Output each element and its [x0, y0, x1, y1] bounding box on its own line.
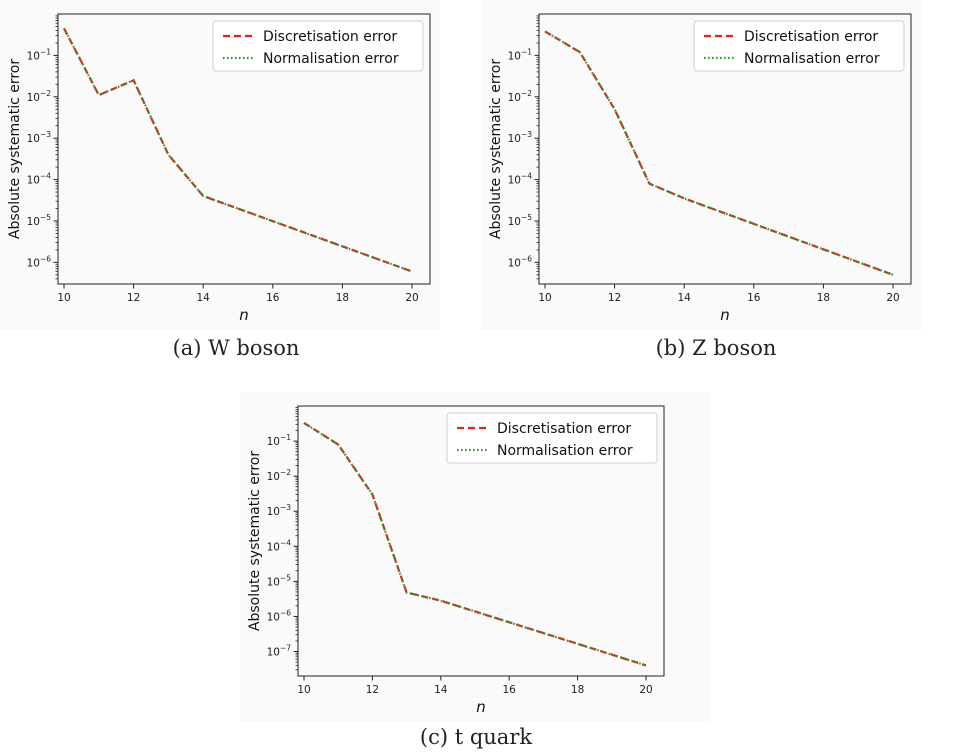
y-tick-label: 10−5: [508, 213, 533, 228]
legend-label: Discretisation error: [744, 29, 878, 45]
y-tick-label: 10−3: [508, 130, 533, 145]
y-tick-label: 10−2: [508, 89, 533, 104]
chart-t-quark: 10−7 10−6 10−5 10−4 10−3 10−2 10−1 10 12 14 16 18 20…: [247, 405, 665, 716]
x-tick-label: 16: [503, 684, 517, 696]
y-tick-label: 10−2: [27, 89, 52, 104]
legend-label: Normalisation error: [744, 51, 880, 67]
legend-box: [693, 20, 905, 72]
chart-panel-b: 10−6 10−5 10−4 10−3 10−2 10−1 10 12 14 16 18 20 n Abs…: [481, 0, 921, 330]
legend: Discretisation error Normalisation error: [693, 20, 905, 72]
y-tick-label: 10−5: [267, 573, 292, 588]
chart-panel-c: 10−7 10−6 10−5 10−4 10−3 10−2 10−1 10 12 14 16 18 20…: [240, 392, 710, 722]
legend-box: [446, 412, 658, 464]
plot-frame: [538, 13, 912, 285]
plot-frame: [57, 13, 431, 285]
y-tick-label: 10−6: [267, 608, 292, 623]
x-tick-label: 20: [639, 684, 652, 696]
caption-a: (a) W boson: [172, 336, 300, 360]
legend-box: [212, 20, 424, 72]
y-minor-ticks: [536, 15, 539, 280]
x-tick-label: 18: [817, 292, 830, 304]
x-tick-label: 12: [366, 684, 379, 696]
y-minor-ticks: [295, 407, 298, 671]
x-tick-label: 18: [336, 292, 349, 304]
x-tick-label: 14: [434, 684, 448, 696]
y-tick-label: 10−4: [508, 172, 533, 187]
y-tick-label: 10−7: [267, 643, 292, 658]
series-line-discretisation: [303, 421, 647, 667]
y-tick-label: 10−3: [267, 503, 292, 518]
y-axis-label: Absolute systematic error: [7, 59, 23, 239]
series-line-discretisation: [63, 27, 413, 273]
series-line-normalisation: [544, 30, 894, 276]
x-tick-label: 16: [266, 292, 280, 304]
x-axis-label: n: [720, 306, 730, 324]
y-tick-label: 10−6: [508, 254, 533, 269]
chart-panel-a: 10−6 10−5 10−4 10−3 10−2 10−1 10 12 14 16 18 20 n Abs…: [0, 0, 440, 330]
legend: Discretisation error Normalisation error: [446, 412, 658, 464]
legend-label: Discretisation error: [497, 421, 631, 437]
legend-label: Normalisation error: [263, 51, 399, 67]
x-tick-label: 12: [127, 292, 140, 304]
legend-label: Discretisation error: [263, 29, 397, 45]
y-tick-label: 10−2: [267, 468, 292, 483]
x-tick-label: 10: [538, 292, 551, 304]
y-axis-label: Absolute systematic error: [488, 59, 504, 239]
y-axis-label: Absolute systematic error: [247, 451, 263, 631]
x-axis-label: n: [239, 306, 249, 324]
plot-frame: [297, 405, 665, 677]
y-tick-label: 10−4: [27, 172, 52, 187]
y-minor-ticks: [55, 15, 58, 280]
x-tick-label: 14: [678, 292, 692, 304]
y-tick-label: 10−5: [27, 213, 52, 228]
y-tick-label: 10−4: [267, 538, 292, 553]
x-tick-label: 20: [405, 292, 418, 304]
caption-b: (b) Z boson: [655, 336, 777, 360]
legend: Discretisation error Normalisation error: [212, 20, 424, 72]
x-tick-label: 16: [747, 292, 761, 304]
series-line-normalisation: [303, 421, 647, 667]
y-tick-label: 10−1: [267, 433, 292, 448]
x-tick-label: 10: [57, 292, 70, 304]
x-tick-label: 14: [197, 292, 211, 304]
y-tick-label: 10−6: [27, 254, 52, 269]
y-tick-label: 10−1: [27, 47, 52, 62]
x-tick-label: 20: [886, 292, 899, 304]
y-tick-label: 10−1: [508, 47, 533, 62]
x-tick-label: 12: [608, 292, 621, 304]
x-tick-label: 18: [571, 684, 584, 696]
caption-c: (c) t quark: [419, 725, 533, 749]
legend-label: Normalisation error: [497, 443, 633, 459]
chart-w-boson: 10−6 10−5 10−4 10−3 10−2 10−1 10 12 14 16 18 20 n Abs…: [7, 13, 431, 324]
chart-z-boson: 10−6 10−5 10−4 10−3 10−2 10−1 10 12 14 16 18 20 n Abs…: [488, 13, 912, 324]
y-tick-label: 10−3: [27, 130, 52, 145]
x-tick-label: 10: [297, 684, 310, 696]
x-axis-label: n: [476, 698, 486, 716]
